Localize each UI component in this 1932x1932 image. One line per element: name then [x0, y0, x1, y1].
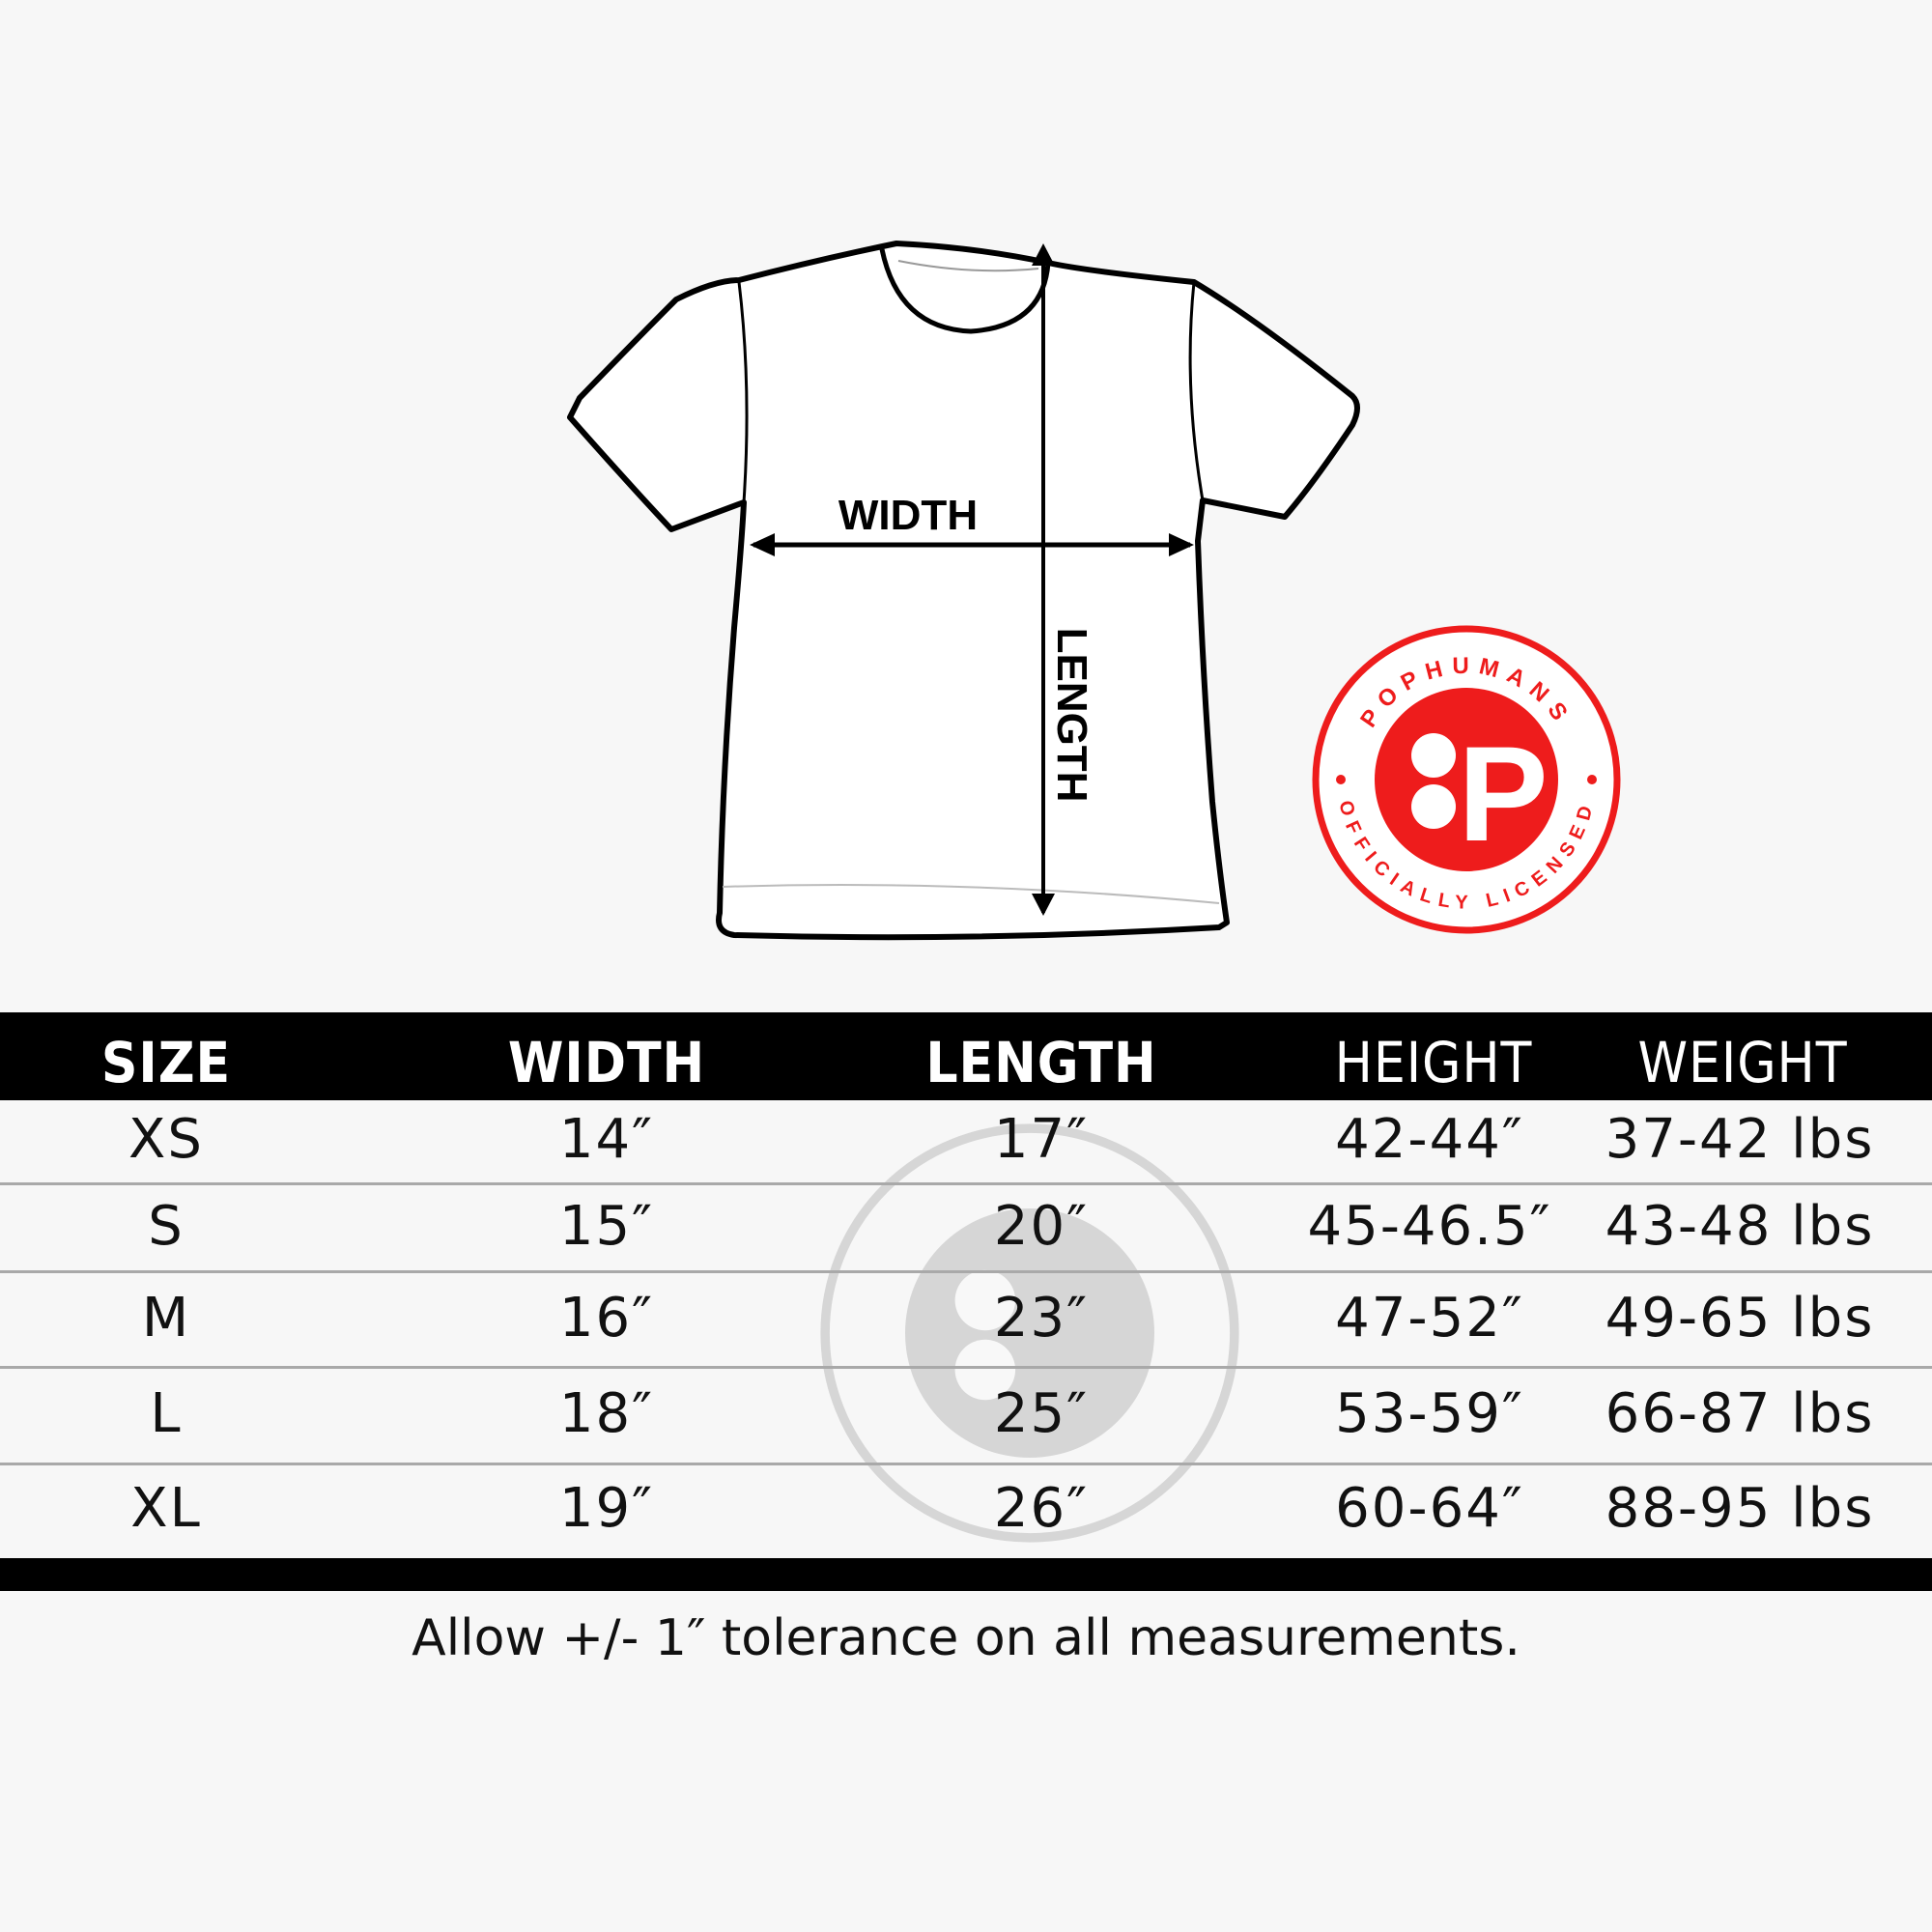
tolerance-note: Allow +/- 1″ tolerance on all measuremen… [412, 1609, 1520, 1667]
cell-weight: 43-48 lbs [1605, 1194, 1875, 1258]
cell-weight: 88-95 lbs [1605, 1477, 1875, 1540]
table-row: XS 14″ 17″ 42-44″ 37-42 lbs [0, 1100, 1932, 1185]
badge-logo-letter: P [1458, 718, 1548, 869]
header-size: SIZE [100, 1030, 232, 1095]
header-height: HEIGHT [1334, 1030, 1533, 1095]
cell-width: 19″ [558, 1477, 655, 1540]
tshirt-outline [567, 241, 1360, 941]
cell-height: 42-44″ [1335, 1108, 1524, 1171]
cell-height: 53-59″ [1335, 1382, 1524, 1445]
cell-height: 45-46.5″ [1307, 1194, 1552, 1258]
table-bottom-bar [0, 1558, 1932, 1591]
cell-length: 20″ [993, 1194, 1090, 1258]
cell-width: 16″ [558, 1286, 655, 1350]
cell-length: 25″ [993, 1382, 1090, 1445]
header-length: LENGTH [925, 1030, 1157, 1095]
table-row: L 18″ 25″ 53-59″ 66-87 lbs [0, 1369, 1932, 1465]
table-row: XL 19″ 26″ 60-64″ 88-95 lbs [0, 1465, 1932, 1555]
cell-size: S [148, 1194, 185, 1258]
cell-weight: 37-42 lbs [1605, 1108, 1875, 1171]
cell-size: M [141, 1286, 191, 1350]
header-width: WIDTH [507, 1030, 706, 1095]
cell-weight: 66-87 lbs [1605, 1382, 1875, 1445]
cell-size: L [150, 1382, 183, 1445]
table-row: S 15″ 20″ 45-46.5″ 43-48 lbs [0, 1185, 1932, 1273]
cell-width: 15″ [558, 1194, 655, 1258]
header-weight: WEIGHT [1637, 1030, 1848, 1095]
official-license-badge: P POPHUMANS OFFICIALLY LICENSED [1312, 625, 1621, 934]
cell-size: XL [130, 1477, 202, 1540]
cell-width: 14″ [558, 1108, 655, 1171]
cell-height: 47-52″ [1335, 1286, 1524, 1350]
cell-weight: 49-65 lbs [1605, 1286, 1875, 1350]
cell-length: 17″ [993, 1108, 1090, 1171]
cell-height: 60-64″ [1335, 1477, 1524, 1540]
length-label: LENGTH [1048, 628, 1095, 803]
tshirt-diagram: WIDTH LENGTH [567, 241, 1360, 941]
cell-width: 18″ [558, 1382, 655, 1445]
table-header: SIZE WIDTH LENGTH HEIGHT WEIGHT [0, 1012, 1932, 1100]
cell-size: XS [128, 1108, 204, 1171]
width-label: WIDTH [838, 492, 978, 539]
cell-length: 26″ [993, 1477, 1090, 1540]
cell-length: 23″ [993, 1286, 1090, 1350]
table-row: M 16″ 23″ 47-52″ 49-65 lbs [0, 1273, 1932, 1369]
